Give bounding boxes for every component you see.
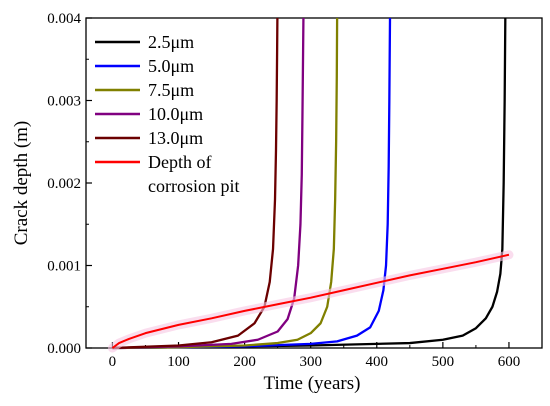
x-tick-label: 500 (432, 354, 455, 370)
y-axis-title: Crack depth (m) (11, 121, 32, 246)
legend-label-2: 7.5μm (148, 80, 194, 100)
series-line-5 (111, 253, 510, 349)
x-tick-label: 0 (109, 354, 117, 370)
y-tick-label: 0.004 (47, 11, 81, 27)
x-axis-title: Time (years) (264, 373, 361, 394)
legend-label-4: 13.0μm (148, 128, 203, 148)
x-axis-ticks: 0 100 200 300 400 500 600 (109, 342, 543, 370)
series-line-1 (112, 17, 392, 350)
legend-label-5: Depth of corrosion pit (148, 152, 240, 196)
y-tick-label: 0.002 (47, 176, 81, 192)
legend-label-0: 2.5μm (148, 32, 194, 52)
y-tick-label: 0.000 (47, 341, 81, 357)
series-line-4 (112, 17, 279, 350)
x-tick-label: 200 (233, 354, 256, 370)
series-lines (107, 17, 514, 353)
legend-label-3: 10.0μm (148, 104, 203, 124)
x-tick-label: 100 (167, 354, 190, 370)
x-tick-label: 300 (299, 354, 322, 370)
x-tick-label: 400 (366, 354, 389, 370)
x-tick-label: 600 (498, 354, 521, 370)
y-tick-label: 0.003 (47, 94, 81, 110)
legend-label-1: 5.0μm (148, 56, 194, 76)
series-line-2 (112, 17, 339, 350)
y-tick-label: 0.001 (47, 259, 81, 275)
y-axis-ticks: 0.000 0.001 0.002 0.003 0.004 (47, 11, 92, 357)
legend: 2.5μm 5.0μm 7.5μm 10.0μm 13.0μm Depth of corro… (95, 32, 240, 196)
